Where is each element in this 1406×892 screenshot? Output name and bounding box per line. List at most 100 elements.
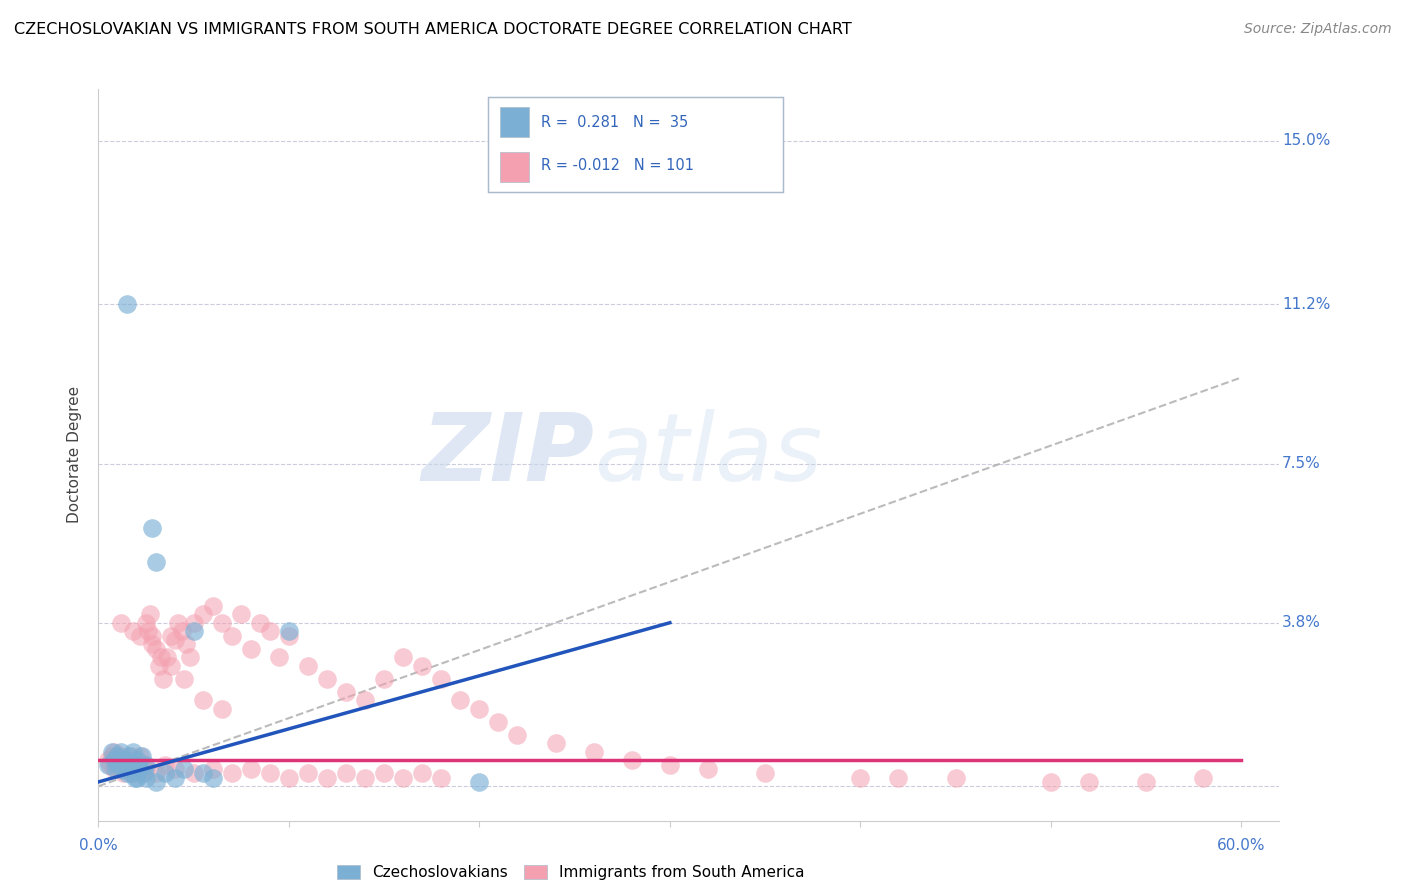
Point <box>239 762 262 776</box>
Point <box>488 714 510 729</box>
Point <box>211 702 233 716</box>
Point <box>103 745 125 759</box>
Point <box>468 775 491 789</box>
Point <box>620 753 643 767</box>
Point <box>112 766 135 780</box>
Point <box>173 672 195 686</box>
Point <box>316 771 339 785</box>
Point <box>201 599 224 613</box>
Point <box>259 624 281 639</box>
Point <box>172 624 194 639</box>
Point <box>163 762 186 776</box>
Point <box>697 762 720 776</box>
Point <box>468 702 491 716</box>
Point <box>159 629 181 643</box>
Point <box>124 771 146 785</box>
Point <box>141 521 163 535</box>
Point <box>110 745 132 759</box>
Point <box>107 757 129 772</box>
Point <box>115 757 138 772</box>
Point <box>277 624 299 639</box>
Point <box>97 757 120 772</box>
Point <box>335 684 357 698</box>
Point <box>193 607 215 621</box>
Point <box>127 762 149 776</box>
Point <box>115 757 138 772</box>
Point <box>373 766 395 780</box>
Point <box>145 775 167 789</box>
Point <box>97 753 120 767</box>
Point <box>108 757 131 772</box>
Point <box>135 757 157 772</box>
Point <box>125 771 148 785</box>
Point <box>100 745 122 759</box>
Point <box>392 650 415 665</box>
Point <box>582 745 605 759</box>
Point <box>193 766 215 780</box>
Text: 0.0%: 0.0% <box>79 838 118 853</box>
Point <box>411 658 433 673</box>
Point <box>849 771 872 785</box>
Point <box>127 757 149 772</box>
Point <box>104 762 127 776</box>
Point <box>259 766 281 780</box>
Point <box>110 749 132 764</box>
Point <box>135 771 157 785</box>
Point <box>121 624 143 639</box>
Point <box>131 749 153 764</box>
Point <box>120 749 142 764</box>
Text: 60.0%: 60.0% <box>1218 838 1265 853</box>
Point <box>121 766 143 780</box>
Point <box>115 753 138 767</box>
Point <box>135 762 157 776</box>
Point <box>98 757 121 772</box>
Point <box>104 753 127 767</box>
Point <box>145 641 167 656</box>
Point <box>411 766 433 780</box>
Point <box>156 650 179 665</box>
Point <box>115 766 138 780</box>
Point <box>269 650 291 665</box>
Point <box>183 615 205 630</box>
Text: 7.5%: 7.5% <box>1282 456 1320 471</box>
Point <box>118 762 141 776</box>
Point <box>316 672 339 686</box>
Point <box>107 749 129 764</box>
Point <box>112 762 135 776</box>
Point <box>297 658 319 673</box>
Point <box>544 736 567 750</box>
Text: CZECHOSLOVAKIAN VS IMMIGRANTS FROM SOUTH AMERICA DOCTORATE DEGREE CORRELATION CH: CZECHOSLOVAKIAN VS IMMIGRANTS FROM SOUTH… <box>14 22 852 37</box>
Point <box>118 749 141 764</box>
Point <box>277 629 299 643</box>
Point <box>430 771 453 785</box>
Point <box>152 672 174 686</box>
Point <box>201 771 224 785</box>
Legend: Czechoslovakians, Immigrants from South America: Czechoslovakians, Immigrants from South … <box>332 859 810 886</box>
Point <box>179 650 201 665</box>
Point <box>1039 775 1062 789</box>
Point <box>373 672 395 686</box>
Point <box>129 749 152 764</box>
Point <box>103 762 125 776</box>
Point <box>430 672 453 686</box>
Point <box>183 624 205 639</box>
Text: Source: ZipAtlas.com: Source: ZipAtlas.com <box>1244 22 1392 37</box>
Point <box>392 771 415 785</box>
Point <box>754 766 776 780</box>
Point <box>231 607 253 621</box>
Point <box>153 757 176 772</box>
Text: atlas: atlas <box>595 409 823 500</box>
Point <box>108 762 131 776</box>
Point <box>153 766 176 780</box>
Point <box>163 771 186 785</box>
Point <box>120 766 142 780</box>
Point <box>125 753 148 767</box>
Point <box>114 753 136 767</box>
Point <box>183 766 205 780</box>
Text: ZIP: ZIP <box>422 409 595 501</box>
Point <box>100 749 122 764</box>
Point <box>167 615 190 630</box>
Point <box>134 757 156 772</box>
Point <box>121 745 143 759</box>
Point <box>221 629 243 643</box>
